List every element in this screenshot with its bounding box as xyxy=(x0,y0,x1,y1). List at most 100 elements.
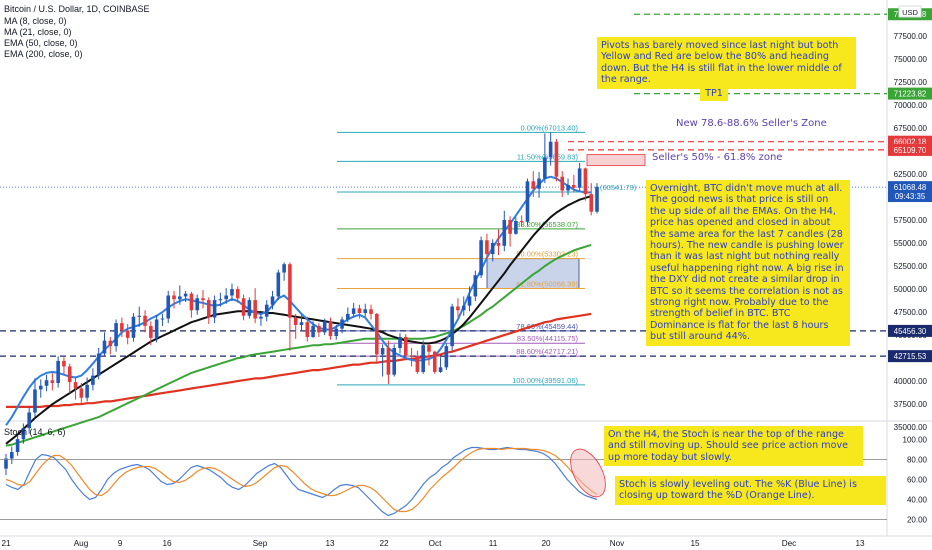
candle xyxy=(282,262,286,281)
price-tag-label: 71223.82 xyxy=(894,90,927,99)
stoch-tick-label: 40.00 xyxy=(907,496,928,505)
candle-body xyxy=(496,243,501,246)
price-tick-label: 77500.00 xyxy=(894,32,928,41)
price-tag-label: 09:43:35 xyxy=(895,192,926,201)
candle-body xyxy=(473,275,478,297)
candle-body xyxy=(450,306,454,347)
candle xyxy=(9,446,14,465)
note-pivots: Pivots has barely moved since last night… xyxy=(597,37,856,89)
candle-body xyxy=(224,295,228,300)
chart-title: Bitcoin / U.S. Dollar, 1D, COINBASE xyxy=(4,4,150,14)
candle xyxy=(589,183,594,216)
candle xyxy=(450,303,454,351)
candle xyxy=(241,294,246,321)
candle xyxy=(496,229,501,255)
candle xyxy=(311,321,315,338)
candle-body xyxy=(195,298,200,311)
candle xyxy=(322,318,327,336)
price-tag-label: 61068.48 xyxy=(894,183,927,192)
time-tick-label: 11 xyxy=(489,539,498,548)
candle-body xyxy=(264,304,269,317)
candle xyxy=(543,133,547,184)
candle xyxy=(178,285,182,305)
candle-body xyxy=(548,141,553,158)
price-tick-label: 67500.00 xyxy=(894,124,928,133)
candle-body xyxy=(305,322,310,337)
candle xyxy=(572,174,576,193)
candle xyxy=(253,288,257,324)
candle xyxy=(554,138,559,182)
candle xyxy=(363,303,368,317)
candle xyxy=(27,406,31,434)
candle-body xyxy=(299,322,304,325)
candle xyxy=(218,292,223,307)
candle xyxy=(85,377,89,402)
note-stoch-level: Stoch is slowly leveling out. The %K (Bl… xyxy=(615,476,886,505)
candle xyxy=(357,304,362,319)
candle-body xyxy=(346,313,350,320)
candle xyxy=(195,294,200,315)
price-tick-label: 75000.00 xyxy=(894,55,928,64)
candle xyxy=(525,178,530,226)
candle xyxy=(595,183,599,214)
candle-body xyxy=(317,325,321,333)
note-stoch-h4: On the H4, the Stoch is near the top of … xyxy=(604,426,863,467)
candle xyxy=(334,324,339,340)
price-tag-label: 65109.70 xyxy=(894,146,927,155)
stoch-tick-label: 60.00 xyxy=(907,476,928,485)
candle-body xyxy=(375,313,379,355)
candle-body xyxy=(502,219,507,246)
candle xyxy=(125,324,130,345)
candle-body xyxy=(444,346,449,368)
candle-body xyxy=(583,168,588,195)
candle-body xyxy=(73,382,78,389)
price-tag xyxy=(888,324,932,337)
candle xyxy=(328,317,333,340)
note-tp1: TP1 xyxy=(700,86,728,102)
candle-body xyxy=(38,385,43,390)
candle xyxy=(50,372,55,391)
candle-body xyxy=(566,184,570,191)
candle-body xyxy=(79,388,84,398)
zone-seller-78.6-88.6 xyxy=(586,154,646,167)
candle-body xyxy=(241,298,246,316)
candle xyxy=(560,171,565,197)
candle xyxy=(415,350,420,374)
candle xyxy=(44,374,49,392)
candle xyxy=(461,296,466,316)
candle xyxy=(114,319,118,352)
time-tick-label: 21 xyxy=(1,539,11,548)
candle-body xyxy=(322,321,327,333)
time-tick-label: 13 xyxy=(325,539,335,548)
candle-body xyxy=(253,300,257,319)
candle-body xyxy=(363,309,368,313)
candle-body xyxy=(15,439,20,453)
price-tick-label: 62500.00 xyxy=(894,170,928,179)
candle xyxy=(276,269,281,301)
candle xyxy=(4,453,8,476)
candle xyxy=(409,347,414,367)
candle-body xyxy=(9,452,14,459)
candle-body xyxy=(560,176,565,191)
candle xyxy=(33,378,37,418)
candle xyxy=(160,313,165,326)
candle-body xyxy=(438,367,443,372)
ma8-line xyxy=(5,175,592,426)
candle-body xyxy=(485,240,489,255)
candle xyxy=(73,378,78,400)
candle-body xyxy=(334,328,339,337)
candle xyxy=(317,323,321,337)
candle-body xyxy=(595,186,599,212)
candle-body xyxy=(432,351,437,372)
legend-ema200: EMA (200, close, 0) xyxy=(4,49,83,59)
ema200-line xyxy=(6,312,592,408)
price-tag-label: 45456.30 xyxy=(894,327,927,336)
candle xyxy=(502,210,507,252)
candle xyxy=(473,270,478,302)
candle xyxy=(403,334,408,359)
candle-body xyxy=(206,300,211,318)
candle-body xyxy=(56,360,60,383)
candle-body xyxy=(102,340,107,354)
candle xyxy=(166,290,171,324)
